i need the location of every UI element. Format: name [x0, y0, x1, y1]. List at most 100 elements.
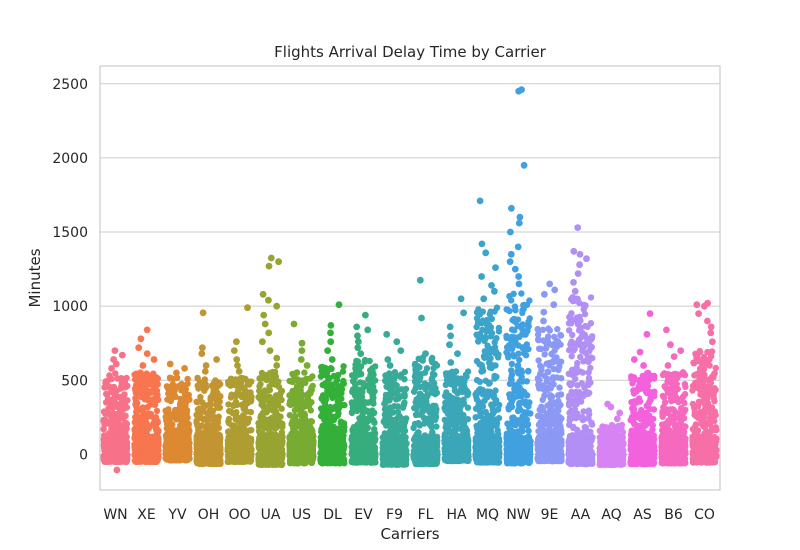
point — [267, 460, 274, 468]
point — [325, 409, 332, 416]
point — [366, 357, 373, 365]
point — [307, 452, 315, 460]
point — [247, 408, 255, 416]
outlier-point — [273, 354, 281, 362]
point — [100, 455, 107, 463]
point — [257, 391, 264, 399]
point — [309, 373, 316, 380]
point — [272, 420, 280, 427]
point — [209, 407, 217, 415]
point — [352, 361, 359, 369]
point — [334, 454, 342, 461]
point — [183, 456, 190, 463]
point — [257, 449, 264, 457]
point — [225, 445, 232, 453]
point — [124, 382, 131, 390]
point — [302, 435, 309, 442]
outlier-point — [297, 356, 305, 363]
outlier-point — [143, 350, 151, 357]
point — [303, 444, 310, 452]
series-XE — [131, 326, 162, 465]
outlier-point — [364, 326, 372, 334]
point — [271, 397, 278, 404]
point — [272, 381, 279, 388]
point — [216, 444, 224, 452]
point — [121, 391, 128, 398]
point — [123, 439, 131, 446]
point — [301, 369, 308, 376]
outlier-point — [173, 369, 180, 377]
point — [168, 427, 176, 434]
outlier-point — [327, 322, 335, 329]
point — [115, 457, 122, 464]
outlier-point — [290, 320, 298, 328]
point — [143, 413, 150, 420]
point — [368, 457, 375, 464]
point — [106, 444, 113, 452]
point — [136, 434, 143, 441]
point — [184, 375, 191, 383]
point — [216, 456, 223, 464]
point — [153, 407, 161, 415]
point — [297, 407, 305, 415]
point — [230, 401, 238, 409]
point — [298, 401, 305, 408]
point — [154, 419, 161, 426]
outlier-point — [298, 347, 306, 354]
point — [196, 379, 204, 387]
point — [193, 398, 200, 405]
series-YV — [162, 360, 193, 464]
point — [197, 423, 204, 430]
point — [370, 400, 377, 407]
point — [118, 422, 125, 430]
series-DL — [317, 301, 348, 467]
outlier-point — [235, 368, 243, 375]
point — [162, 407, 169, 414]
point — [120, 412, 128, 419]
point — [119, 436, 126, 443]
point — [203, 416, 210, 423]
point — [337, 383, 344, 390]
point — [248, 427, 255, 434]
outlier-point — [108, 365, 115, 372]
outlier-point — [324, 347, 331, 354]
point — [162, 432, 170, 439]
chart-title: Flights Arrival Delay Time by Carrier — [274, 43, 547, 61]
point — [142, 376, 150, 383]
outlier-point — [266, 347, 274, 354]
point — [216, 404, 223, 411]
point — [358, 398, 366, 405]
point — [239, 375, 246, 382]
point — [100, 416, 107, 424]
point — [289, 434, 296, 442]
series-OH — [193, 309, 224, 468]
point — [196, 405, 203, 412]
point — [351, 440, 358, 448]
outlier-point — [111, 347, 119, 354]
outlier-point — [244, 304, 251, 312]
outlier-point — [199, 344, 206, 352]
point — [132, 387, 139, 394]
outlier-point — [275, 258, 282, 266]
point — [120, 455, 127, 462]
point — [265, 426, 272, 433]
point — [132, 413, 139, 421]
outlier-point — [213, 356, 221, 363]
point — [305, 391, 312, 398]
outlier-point — [143, 326, 151, 334]
point — [138, 455, 145, 462]
point — [255, 427, 263, 435]
point — [271, 371, 279, 378]
point — [109, 388, 116, 395]
point — [113, 411, 121, 419]
outlier-point — [273, 302, 281, 310]
point — [243, 397, 250, 404]
point — [229, 409, 236, 417]
point — [100, 426, 107, 433]
point — [257, 414, 264, 421]
point — [288, 397, 296, 404]
point — [257, 380, 264, 388]
point — [269, 447, 277, 454]
point — [152, 437, 160, 444]
outlier-point — [265, 262, 273, 270]
